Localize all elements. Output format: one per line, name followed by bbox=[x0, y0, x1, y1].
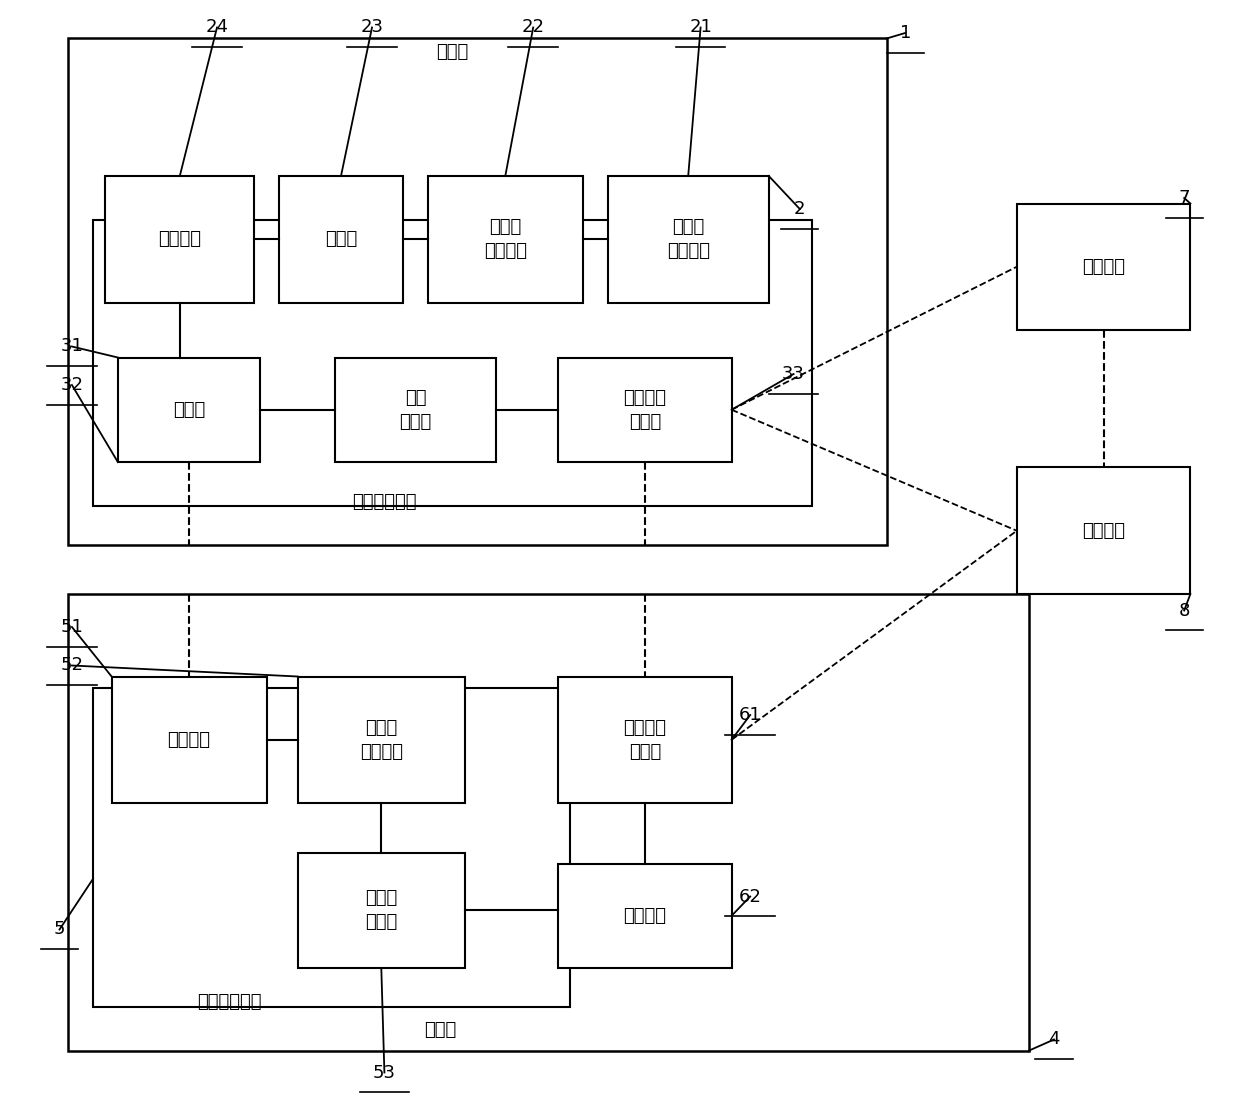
Text: 控制模块: 控制模块 bbox=[624, 906, 666, 925]
Bar bbox=[558, 676, 732, 803]
Text: 存儲器: 存儲器 bbox=[172, 400, 206, 419]
Bar bbox=[608, 176, 769, 302]
Bar bbox=[112, 676, 267, 803]
Text: 24: 24 bbox=[206, 19, 228, 36]
Text: 23: 23 bbox=[361, 19, 383, 36]
Bar bbox=[118, 358, 260, 462]
Bar bbox=[279, 176, 403, 302]
Bar bbox=[558, 864, 732, 968]
Bar bbox=[68, 594, 1029, 1050]
Bar bbox=[1017, 204, 1190, 330]
Text: 电能接收模块: 电能接收模块 bbox=[197, 993, 262, 1011]
Text: 移动终端: 移动终端 bbox=[1083, 257, 1125, 276]
Bar bbox=[1017, 468, 1190, 594]
Bar bbox=[298, 852, 465, 968]
Text: 发射器: 发射器 bbox=[436, 43, 469, 60]
Text: 1: 1 bbox=[899, 24, 911, 42]
Bar bbox=[428, 176, 583, 302]
Text: 接收器: 接收器 bbox=[424, 1022, 456, 1040]
Text: 53: 53 bbox=[373, 1064, 396, 1081]
Text: 云服务器: 云服务器 bbox=[1083, 521, 1125, 540]
Text: 2: 2 bbox=[794, 200, 806, 218]
Text: 7: 7 bbox=[1178, 189, 1190, 207]
Text: 无线通讯
模块一: 无线通讯 模块一 bbox=[624, 389, 666, 430]
Text: 微机
处理器: 微机 处理器 bbox=[399, 389, 432, 430]
Text: 逃变器: 逃变器 bbox=[325, 230, 357, 249]
Bar bbox=[93, 688, 570, 1006]
Text: 发射线圈: 发射线圈 bbox=[159, 230, 201, 249]
Text: 4: 4 bbox=[1048, 1031, 1060, 1048]
Text: 32: 32 bbox=[61, 376, 83, 394]
Bar bbox=[558, 358, 732, 462]
Bar bbox=[105, 176, 254, 302]
Text: 22: 22 bbox=[522, 19, 544, 36]
Text: 51: 51 bbox=[61, 618, 83, 636]
Text: 电能输
出端口: 电能输 出端口 bbox=[365, 890, 398, 931]
Bar bbox=[335, 358, 496, 462]
Text: 21: 21 bbox=[689, 19, 712, 36]
Bar bbox=[298, 676, 465, 803]
Bar bbox=[68, 39, 887, 544]
Text: 电源线
接入端口: 电源线 接入端口 bbox=[667, 219, 709, 260]
Text: 52: 52 bbox=[61, 657, 83, 674]
Text: 33: 33 bbox=[782, 365, 805, 383]
Text: 无线通讯
模块二: 无线通讯 模块二 bbox=[624, 719, 666, 760]
Bar bbox=[93, 220, 812, 506]
Text: 接收线圈: 接收线圈 bbox=[167, 730, 211, 749]
Text: 31: 31 bbox=[61, 338, 83, 355]
Text: 直交流
转换模块: 直交流 转换模块 bbox=[360, 719, 403, 760]
Text: 61: 61 bbox=[739, 706, 761, 724]
Text: 8: 8 bbox=[1178, 602, 1190, 619]
Text: 5: 5 bbox=[53, 921, 66, 938]
Text: 电能发射模块: 电能发射模块 bbox=[352, 493, 417, 510]
Text: 交直流
转换模块: 交直流 转换模块 bbox=[484, 219, 527, 260]
Text: 62: 62 bbox=[739, 888, 761, 905]
